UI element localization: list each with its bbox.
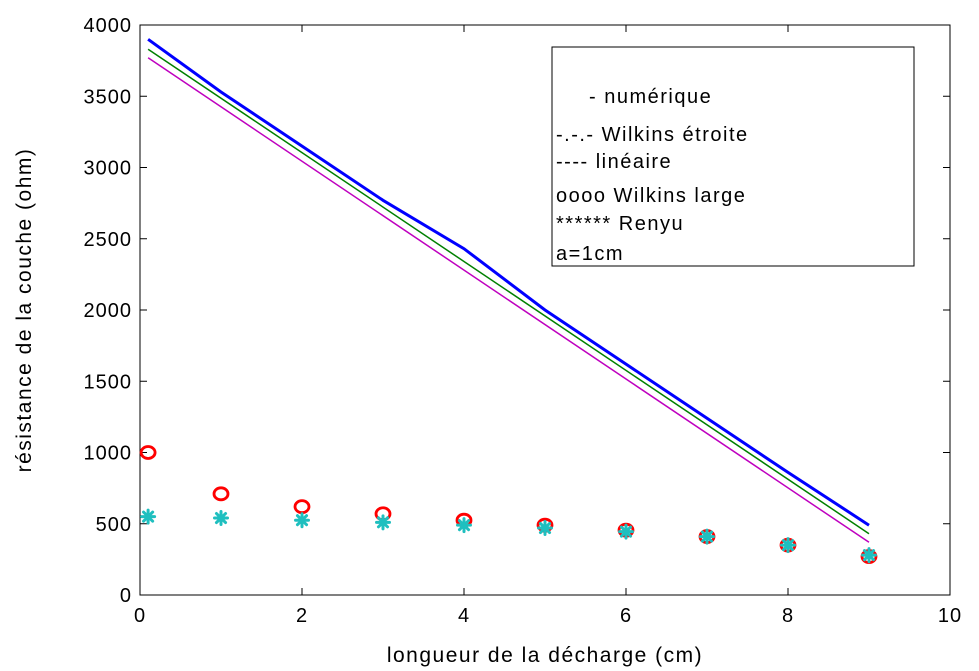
y-tick-label: 1000	[84, 443, 133, 465]
legend-box	[551, 46, 915, 267]
x-tick-label: 8	[782, 605, 794, 627]
y-tick-label: 2000	[84, 300, 133, 322]
series-line	[147, 38, 870, 527]
data-point-star	[294, 512, 310, 529]
series-4	[140, 508, 877, 564]
data-point-star	[375, 514, 391, 531]
legend-entry-wilkins-etroite: -.-.- Wilkins étroite	[556, 124, 749, 146]
data-point-star	[213, 510, 229, 527]
data-point-star	[537, 520, 553, 537]
y-axis-label: résistance de la couche (ohm)	[13, 148, 36, 473]
series-line	[147, 48, 870, 535]
legend: - numérique -.-.- Wilkins étroite ---- l…	[551, 46, 915, 267]
data-point-star	[456, 517, 472, 534]
y-tick-label: 500	[96, 514, 132, 536]
y-tick-label: 0	[120, 585, 132, 607]
x-axis-label: longueur de la décharge (cm)	[387, 644, 703, 667]
series-2	[147, 57, 870, 543]
legend-entry-wilkins-large: oooo Wilkins large	[556, 185, 746, 207]
data-point-circle	[139, 445, 157, 460]
legend-entry-numerique: - numérique	[589, 86, 712, 108]
y-axis-ticks: 0 500 1000 1500 2000 2500 3000 3500 4000	[84, 15, 950, 607]
x-tick-label: 0	[134, 605, 146, 627]
x-tick-label: 4	[458, 605, 470, 627]
data-point-star	[780, 537, 796, 554]
legend-entry-note: a=1cm	[556, 243, 624, 265]
y-tick-label: 2500	[84, 229, 133, 251]
data-point-star	[618, 523, 634, 540]
series-layer	[139, 38, 878, 564]
legend-entry-renyu: ****** Renyu	[556, 213, 684, 235]
x-tick-label: 6	[620, 605, 632, 627]
data-point-circle	[212, 486, 230, 502]
y-tick-label: 4000	[84, 15, 133, 37]
x-tick-label: 10	[938, 605, 962, 627]
series-line	[147, 57, 870, 543]
y-tick-label: 1500	[84, 371, 133, 393]
series-1	[147, 48, 870, 535]
series-0	[147, 38, 870, 527]
legend-entry-lineaire: ---- linéaire	[556, 151, 672, 173]
data-point-star	[861, 547, 877, 564]
data-point-star	[140, 508, 157, 525]
x-axis-ticks: 0 2 4 6 8 10	[134, 25, 962, 627]
y-tick-label: 3500	[84, 86, 133, 108]
x-tick-label: 2	[296, 605, 308, 627]
data-point-star	[699, 528, 715, 545]
y-tick-label: 3000	[84, 158, 133, 180]
